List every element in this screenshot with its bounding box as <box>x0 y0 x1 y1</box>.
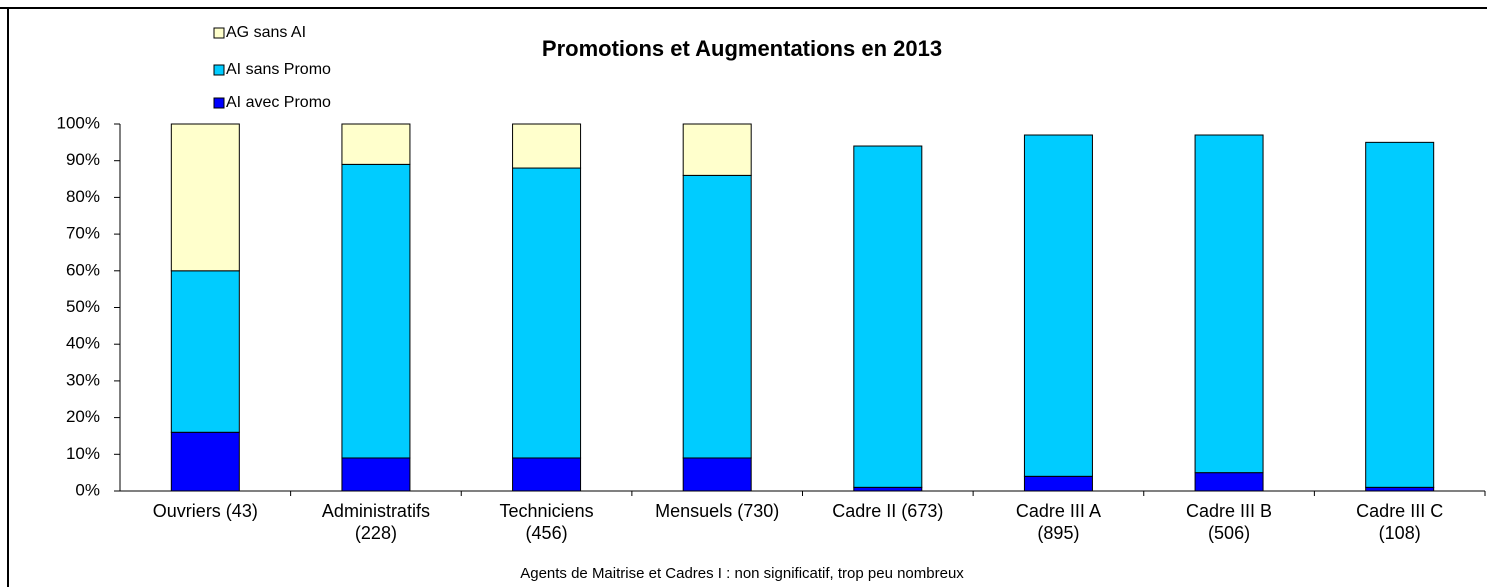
bar-segment <box>341 163 411 459</box>
x-tick-label: Cadre III B <box>1186 501 1272 521</box>
legend-label: AI sans Promo <box>226 61 331 78</box>
x-tick-label: Techniciens <box>500 501 594 521</box>
legend-swatch <box>213 97 225 109</box>
y-tick-label: 0% <box>75 480 100 499</box>
bar-segment <box>341 457 411 492</box>
bar-segment <box>170 123 240 272</box>
x-tick-label: Cadre III C <box>1356 501 1443 521</box>
y-tick-label: 60% <box>66 260 100 279</box>
bar-segment <box>1023 134 1093 477</box>
bar-segment <box>170 431 240 492</box>
legend-label: AI avec Promo <box>226 94 331 111</box>
x-tick-label: (456) <box>526 523 568 543</box>
bar-segment <box>341 123 411 165</box>
x-tick-label: (228) <box>355 523 397 543</box>
y-tick-label: 80% <box>66 187 100 206</box>
bar-segment <box>682 123 752 176</box>
bar-segment <box>512 457 582 492</box>
bar-segment <box>853 145 923 488</box>
y-tick-label: 10% <box>66 444 100 463</box>
y-tick-label: 70% <box>66 224 100 243</box>
y-tick-label: 20% <box>66 407 100 426</box>
bar-segment <box>1365 141 1435 488</box>
x-tick-label: Administratifs <box>322 501 430 521</box>
bar-segment <box>1023 475 1093 492</box>
bar-segment <box>853 486 923 492</box>
bar-segment <box>1194 472 1264 492</box>
x-tick-label: (506) <box>1208 523 1250 543</box>
bar-segment <box>1365 486 1435 492</box>
x-tick-label: Cadre III A <box>1016 501 1101 521</box>
y-tick-label: 40% <box>66 334 100 353</box>
bar-segment <box>1194 134 1264 474</box>
y-tick-label: 50% <box>66 297 100 316</box>
x-tick-label: Cadre II (673) <box>832 501 943 521</box>
y-tick-label: 100% <box>57 113 100 132</box>
x-tick-label: Ouvriers (43) <box>153 501 258 521</box>
bar-segment <box>682 174 752 459</box>
bar-segment <box>512 167 582 459</box>
bar-segment <box>682 457 752 492</box>
x-tick-label: Mensuels (730) <box>655 501 779 521</box>
bar-segment <box>170 270 240 433</box>
bar-segment <box>512 123 582 169</box>
legend-swatch <box>213 64 225 76</box>
legend-swatch <box>213 27 225 39</box>
x-tick-label: (108) <box>1379 523 1421 543</box>
legend-label: AG sans AI <box>226 24 306 41</box>
x-tick-label: (895) <box>1037 523 1079 543</box>
y-tick-label: 90% <box>66 150 100 169</box>
footnote: Agents de Maitrise et Cadres I : non sig… <box>520 565 964 582</box>
chart-title: Promotions et Augmentations en 2013 <box>542 36 942 61</box>
y-tick-label: 30% <box>66 370 100 389</box>
